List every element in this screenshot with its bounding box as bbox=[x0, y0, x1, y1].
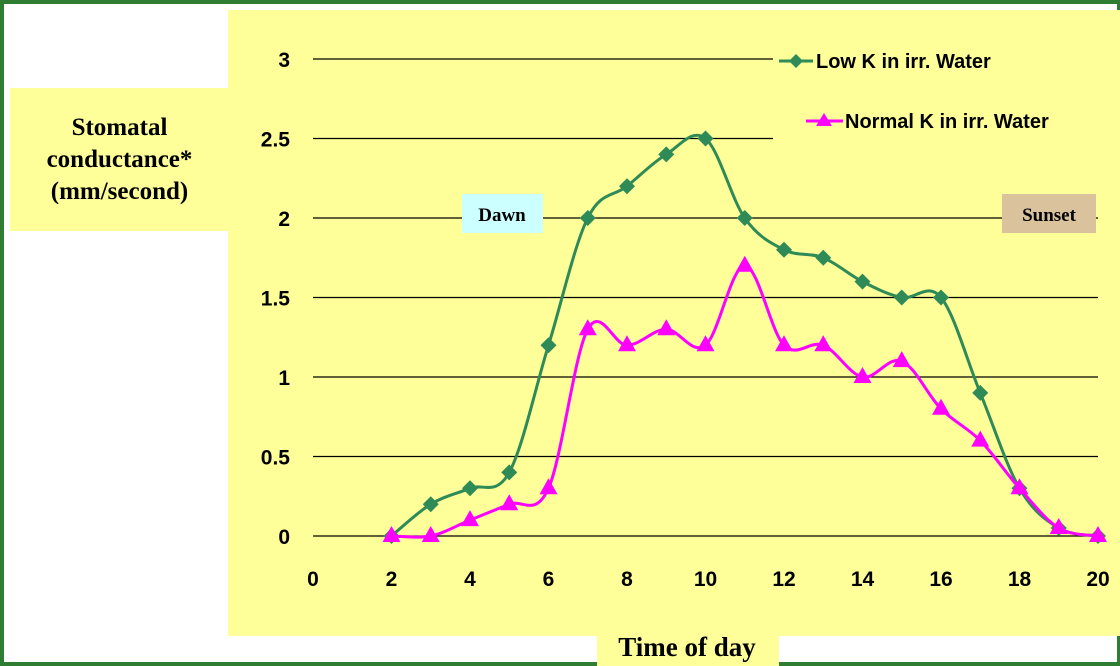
sunset-annotation-text: Sunset bbox=[1022, 205, 1077, 226]
y-tick-label: 0.5 bbox=[261, 447, 291, 470]
data-point-triangle bbox=[421, 526, 440, 542]
data-point-triangle bbox=[461, 510, 479, 527]
x-tick-label: 18 bbox=[1008, 568, 1032, 591]
y-axis-label: Stomatal conductance* (mm/second) bbox=[47, 112, 193, 208]
x-tick-label: 8 bbox=[621, 568, 633, 591]
legend-label-low-k: Low K in irr. Water bbox=[816, 51, 991, 73]
data-point-diamond bbox=[422, 496, 439, 513]
legend-entry-normal-k: Normal K in irr. Water bbox=[806, 111, 1049, 133]
sunset-annotation-box bbox=[1002, 194, 1096, 233]
legend-entry-low-k: Low K in irr. Water bbox=[779, 51, 991, 73]
data-point-triangle bbox=[696, 335, 715, 352]
y-tick-label: 1.5 bbox=[261, 288, 291, 311]
y-tick-label: 2.5 bbox=[261, 129, 291, 152]
data-point-triangle bbox=[618, 335, 636, 352]
x-tick-label: 10 bbox=[694, 568, 717, 591]
y-tick-label: 3 bbox=[278, 49, 290, 72]
data-point-triangle bbox=[500, 494, 519, 511]
data-point-triangle bbox=[578, 319, 597, 336]
data-point-diamond bbox=[972, 384, 989, 401]
y-tick-label: 1 bbox=[278, 367, 290, 390]
data-point-triangle bbox=[735, 255, 754, 272]
y-axis-label-box: Stomatal conductance* (mm/second) bbox=[10, 88, 229, 231]
y-axis-label-line-1: Stomatal bbox=[71, 113, 168, 141]
data-point-triangle bbox=[382, 526, 401, 542]
y-tick-label: 0 bbox=[278, 526, 290, 549]
series-line bbox=[391, 264, 1099, 539]
sunset-annotation: Sunset bbox=[1002, 194, 1096, 233]
legend-label-normal-k: Normal K in irr. Water bbox=[845, 111, 1049, 133]
y-tick-label: 2 bbox=[278, 208, 290, 231]
data-point-triangle bbox=[539, 478, 558, 495]
data-point-triangle bbox=[657, 319, 676, 336]
data-point-diamond bbox=[658, 146, 675, 163]
data-point-diamond bbox=[501, 464, 518, 481]
x-axis-label-background bbox=[597, 626, 779, 666]
x-tick-label: 6 bbox=[543, 568, 555, 591]
x-tick-label: 2 bbox=[386, 568, 398, 591]
y-axis-label-line-2: conductance* bbox=[46, 145, 193, 173]
x-tick-label: 0 bbox=[307, 568, 319, 591]
data-point-triangle bbox=[775, 335, 793, 352]
data-point-diamond bbox=[462, 480, 478, 497]
x-tick-labels: 0 2 4 6 8 10 12 14 16 18 20 bbox=[307, 568, 1110, 591]
x-tick-label: 20 bbox=[1086, 568, 1109, 591]
data-point-diamond bbox=[697, 130, 714, 147]
data-point-diamond bbox=[933, 289, 949, 306]
x-tick-label: 16 bbox=[929, 568, 952, 591]
legend-triangle-marker bbox=[816, 113, 832, 126]
dawn-annotation-text: Dawn bbox=[478, 205, 526, 226]
data-point-triangle bbox=[1049, 518, 1068, 535]
data-point-diamond bbox=[815, 249, 832, 266]
data-point-triangle bbox=[892, 351, 911, 368]
data-point-triangle bbox=[1010, 478, 1029, 495]
x-tick-label: 14 bbox=[851, 568, 875, 591]
data-point-diamond bbox=[893, 289, 910, 306]
data-point-triangle bbox=[932, 398, 950, 415]
legend-diamond-marker bbox=[789, 54, 803, 68]
data-point-diamond bbox=[736, 210, 753, 226]
dawn-annotation-box bbox=[462, 194, 543, 233]
data-point-triangle bbox=[814, 335, 833, 352]
series-low-k bbox=[383, 130, 1106, 544]
data-point-triangle bbox=[1089, 526, 1107, 542]
data-point-diamond bbox=[540, 337, 557, 354]
x-tick-label: 4 bbox=[464, 568, 476, 591]
data-point-diamond bbox=[579, 210, 596, 226]
x-axis-label: Time of day bbox=[618, 632, 756, 662]
y-axis-label-line-3: (mm/second) bbox=[50, 177, 189, 205]
data-point-triangle bbox=[853, 367, 872, 383]
data-point-diamond bbox=[854, 273, 871, 290]
data-point-diamond bbox=[776, 241, 792, 258]
y-tick-labels: 0 0.5 1 1.5 2 2.5 3 bbox=[261, 49, 291, 549]
gridlines bbox=[313, 58, 1098, 537]
legend: Low K in irr. Water Normal K in irr. Wat… bbox=[773, 40, 1098, 140]
dawn-annotation: Dawn bbox=[462, 194, 543, 233]
data-point-diamond bbox=[619, 178, 635, 195]
x-tick-label: 12 bbox=[772, 568, 795, 591]
series-layer bbox=[382, 130, 1107, 544]
data-point-triangle bbox=[971, 430, 990, 447]
series-normal-k bbox=[382, 255, 1107, 542]
